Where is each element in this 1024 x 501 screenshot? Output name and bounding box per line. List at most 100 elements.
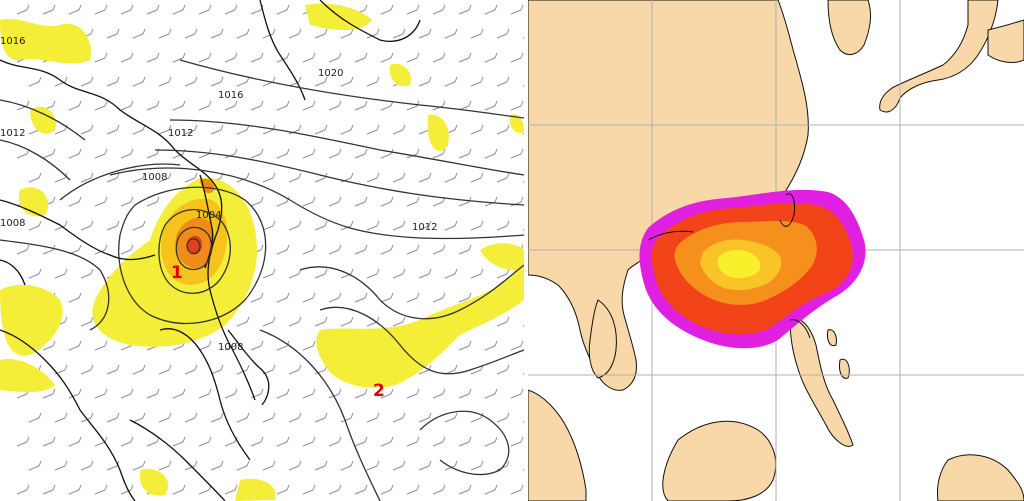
wind-barb <box>198 388 212 399</box>
wind-barb <box>380 244 394 255</box>
wind-barb <box>314 364 328 375</box>
wind-barb <box>510 100 524 111</box>
isobars <box>0 59 524 501</box>
wind-barb <box>146 52 160 63</box>
wind-barb <box>418 460 432 471</box>
wind-barb <box>354 148 368 159</box>
wind-barb <box>42 148 56 159</box>
wind-barb <box>340 460 354 471</box>
wind-barb <box>68 340 82 351</box>
wind-barb <box>496 316 510 327</box>
wind-barb <box>340 220 354 231</box>
wind-barb <box>224 484 238 495</box>
wind-barb <box>132 76 146 87</box>
wind-barb <box>484 388 498 399</box>
wind-barb <box>458 100 472 111</box>
wind-barb <box>42 484 56 495</box>
wind-barb <box>236 316 250 327</box>
wind-barb <box>94 196 108 207</box>
wind-barb <box>340 172 354 183</box>
wind-barb <box>120 436 134 447</box>
wind-barb <box>380 196 394 207</box>
wind-barb <box>94 52 108 63</box>
wind-barb <box>120 388 134 399</box>
wind-barb <box>158 460 172 471</box>
wind-barb <box>314 28 328 39</box>
wind-barb <box>380 4 394 15</box>
wind-barb <box>68 436 82 447</box>
wind-barb <box>444 268 458 279</box>
wind-barb <box>288 28 302 39</box>
wind-barb <box>328 244 342 255</box>
wind-barb <box>106 172 120 183</box>
wind-barb <box>172 484 186 495</box>
wind-barb <box>406 100 420 111</box>
wind-barb <box>16 244 30 255</box>
wind-barb <box>210 124 224 135</box>
wind-barb <box>172 388 186 399</box>
wind-barb <box>28 220 42 231</box>
wind-barb <box>106 364 120 375</box>
wind-barb <box>354 484 368 495</box>
wind-barb <box>314 268 328 279</box>
wind-barb <box>276 484 290 495</box>
isobar-label-1020: 1020 <box>318 68 343 79</box>
wind-barb <box>276 52 290 63</box>
wind-barb <box>288 268 302 279</box>
wind-barb <box>328 100 342 111</box>
wind-barb <box>184 76 198 87</box>
wind-barb <box>276 340 290 351</box>
wind-barb <box>496 28 510 39</box>
coast-overlay <box>647 193 811 339</box>
wind-barb <box>510 148 524 159</box>
wind-barb <box>302 292 316 303</box>
wind-barb <box>470 460 484 471</box>
wind-barb <box>340 316 354 327</box>
wind-barb <box>314 316 328 327</box>
wind-barb <box>262 220 276 231</box>
wind-barb <box>470 28 484 39</box>
wind-barb <box>340 28 354 39</box>
wind-barb <box>42 436 56 447</box>
wind-barb <box>236 412 250 423</box>
wind-barb <box>146 196 160 207</box>
wind-barb <box>432 292 446 303</box>
wind-barb <box>94 388 108 399</box>
wind-barb <box>496 124 510 135</box>
wind-barb <box>146 388 160 399</box>
wind-barb <box>340 76 354 87</box>
wind-barb <box>354 388 368 399</box>
wind-barb <box>276 244 290 255</box>
precip-shading <box>0 3 524 501</box>
wind-barb <box>94 340 108 351</box>
wind-barb <box>184 28 198 39</box>
wind-barb <box>94 436 108 447</box>
wind-barb <box>392 460 406 471</box>
wind-barb <box>432 148 446 159</box>
wind-barb <box>276 292 290 303</box>
wind-barb <box>250 436 264 447</box>
wind-barb <box>80 124 94 135</box>
wind-barb <box>276 4 290 15</box>
wind-barb <box>42 4 56 15</box>
wind-barb <box>302 196 316 207</box>
wind-barb <box>314 124 328 135</box>
wind-barb <box>276 100 290 111</box>
wind-barb <box>406 244 420 255</box>
wind-barb <box>42 388 56 399</box>
wind-barb <box>366 220 380 231</box>
wind-barb <box>470 76 484 87</box>
wind-barb <box>366 76 380 87</box>
wind-barb <box>458 4 472 15</box>
wind-barb <box>236 76 250 87</box>
wind-barb <box>496 172 510 183</box>
wind-barb <box>94 244 108 255</box>
wind-barb <box>432 388 446 399</box>
wind-barb <box>80 412 94 423</box>
wind-barb <box>444 460 458 471</box>
wind-barb <box>210 364 224 375</box>
left-map-svg: 1016 1020 1016 1012 1012 1008 1004 1008 … <box>0 0 524 501</box>
wind-barb <box>158 364 172 375</box>
wind-barb <box>184 172 198 183</box>
wind-barb <box>224 100 238 111</box>
